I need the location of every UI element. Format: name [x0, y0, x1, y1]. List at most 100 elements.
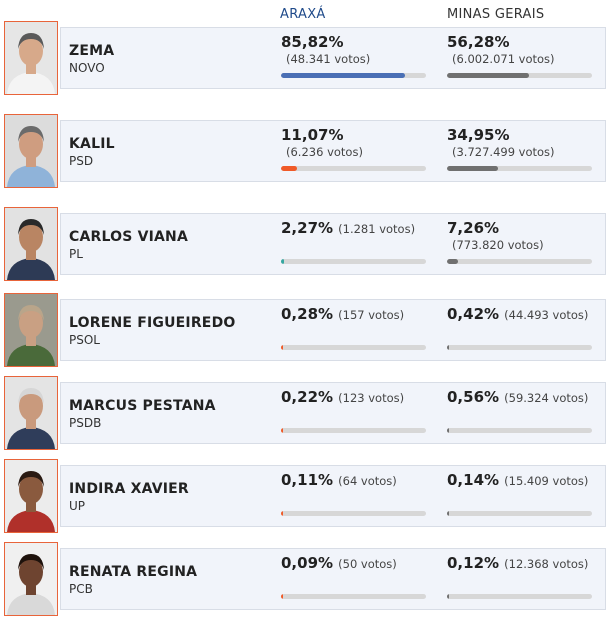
result-local: 0,09% (50 votos): [281, 553, 431, 599]
progress-fill: [281, 166, 298, 171]
candidate-photo-art: [5, 22, 57, 94]
candidate-card: LORENE FIGUEIREDO PSOL 0,28% (157 votos) 0,…: [60, 299, 606, 361]
column-header-state: MINAS GERAIS: [447, 7, 545, 22]
percentage: 34,95%: [447, 126, 510, 144]
candidate-photo: [4, 376, 58, 450]
vote-count: (64 votos): [338, 474, 397, 488]
progress-bar: [281, 345, 426, 350]
candidate-party: UP: [69, 499, 86, 513]
candidate-photo-art: [5, 208, 57, 280]
column-header-local: ARAXÁ: [280, 7, 326, 22]
progress-fill: [281, 345, 283, 350]
result-state: 34,95% (3.727.499 votos): [447, 125, 597, 171]
candidate-card: CARLOS VIANA PL 2,27% (1.281 votos) 7,26% (7…: [60, 213, 606, 275]
candidate-name: MARCUS PESTANA: [69, 398, 216, 414]
candidate-card: KALIL PSD 11,07% (6.236 votos) 34,95% (3.727.…: [60, 120, 606, 182]
progress-bar: [447, 594, 592, 599]
progress-bar: [281, 511, 426, 516]
candidate-row: ZEMA NOVO 85,82% (48.341 votos) 56,28% (6.002…: [4, 21, 606, 97]
progress-fill: [447, 166, 498, 171]
candidate-name: KALIL: [69, 136, 115, 152]
progress-bar: [447, 73, 592, 78]
progress-bar: [281, 594, 426, 599]
candidate-row: LORENE FIGUEIREDO PSOL 0,28% (157 votos) 0,…: [4, 293, 606, 369]
result-local: 2,27% (1.281 votos): [281, 218, 431, 264]
result-local: 0,28% (157 votos): [281, 304, 431, 350]
percentage: 0,28%: [281, 305, 334, 323]
candidate-name: RENATA REGINA: [69, 564, 198, 580]
vote-count: (59.324 votos): [504, 391, 589, 405]
percentage: 7,26%: [447, 219, 500, 237]
vote-count: (1.281 votos): [338, 222, 416, 236]
percentage: 0,14%: [447, 471, 500, 489]
candidate-photo: [4, 459, 58, 533]
candidate-photo-art: [5, 460, 57, 532]
candidate-card: MARCUS PESTANA PSDB 0,22% (123 votos) 0,56%…: [60, 382, 606, 444]
result-state: 0,56% (59.324 votos): [447, 387, 597, 433]
progress-fill: [281, 259, 285, 264]
vote-count: (50 votos): [338, 557, 397, 571]
percentage: 0,09%: [281, 554, 334, 572]
candidate-name: ZEMA: [69, 43, 115, 59]
percentage: 0,22%: [281, 388, 334, 406]
candidate-row: RENATA REGINA PCB 0,09% (50 votos) 0,12% (1…: [4, 542, 606, 618]
percentage: 2,27%: [281, 219, 334, 237]
candidate-photo: [4, 21, 58, 95]
candidate-party: PSOL: [69, 333, 100, 347]
progress-fill: [447, 428, 449, 433]
progress-fill: [281, 428, 283, 433]
percentage: 0,12%: [447, 554, 500, 572]
candidate-name: INDIRA XAVIER: [69, 481, 189, 497]
vote-count: (6.236 votos): [286, 145, 363, 159]
candidate-card: INDIRA XAVIER UP 0,11% (64 votos) 0,14% (15…: [60, 465, 606, 527]
candidate-card: RENATA REGINA PCB 0,09% (50 votos) 0,12% (1…: [60, 548, 606, 610]
percentage: 0,56%: [447, 388, 500, 406]
progress-fill: [447, 594, 449, 599]
percentage: 85,82%: [281, 33, 344, 51]
vote-count: (48.341 votos): [286, 52, 371, 66]
percentage: 0,11%: [281, 471, 334, 489]
vote-count: (123 votos): [338, 391, 405, 405]
vote-count: (12.368 votos): [504, 557, 589, 571]
vote-count: (44.493 votos): [504, 308, 589, 322]
progress-bar: [447, 259, 592, 264]
progress-bar: [281, 259, 426, 264]
progress-bar: [447, 511, 592, 516]
result-state: 0,42% (44.493 votos): [447, 304, 597, 350]
progress-fill: [447, 73, 529, 78]
vote-count: (773.820 votos): [452, 238, 544, 252]
progress-fill: [281, 73, 406, 78]
vote-count: (15.409 votos): [504, 474, 589, 488]
candidate-party: PSDB: [69, 416, 102, 430]
vote-count: (3.727.499 votos): [452, 145, 555, 159]
progress-fill: [281, 511, 283, 516]
progress-bar: [281, 428, 426, 433]
progress-bar: [447, 166, 592, 171]
candidate-name: CARLOS VIANA: [69, 229, 189, 245]
vote-count: (157 votos): [338, 308, 405, 322]
result-local: 0,11% (64 votos): [281, 470, 431, 516]
vote-count: (6.002.071 votos): [452, 52, 555, 66]
result-local: 11,07% (6.236 votos): [281, 125, 431, 171]
candidate-party: PL: [69, 247, 83, 261]
percentage: 0,42%: [447, 305, 500, 323]
candidate-photo-art: [5, 377, 57, 449]
progress-bar: [281, 73, 426, 78]
candidate-photo: [4, 293, 58, 367]
result-state: 56,28% (6.002.071 votos): [447, 32, 597, 78]
candidate-row: MARCUS PESTANA PSDB 0,22% (123 votos) 0,56%…: [4, 376, 606, 452]
result-local: 85,82% (48.341 votos): [281, 32, 431, 78]
candidate-photo: [4, 207, 58, 281]
progress-fill: [447, 511, 449, 516]
progress-bar: [447, 428, 592, 433]
progress-bar: [281, 166, 426, 171]
candidate-photo-art: [5, 115, 57, 187]
progress-fill: [447, 259, 458, 264]
candidate-card: ZEMA NOVO 85,82% (48.341 votos) 56,28% (6.002…: [60, 27, 606, 89]
candidate-name: LORENE FIGUEIREDO: [69, 315, 236, 331]
percentage: 11,07%: [281, 126, 344, 144]
candidate-party: PCB: [69, 582, 93, 596]
candidate-party: NOVO: [69, 61, 105, 75]
progress-bar: [447, 345, 592, 350]
result-state: 0,12% (12.368 votos): [447, 553, 597, 599]
